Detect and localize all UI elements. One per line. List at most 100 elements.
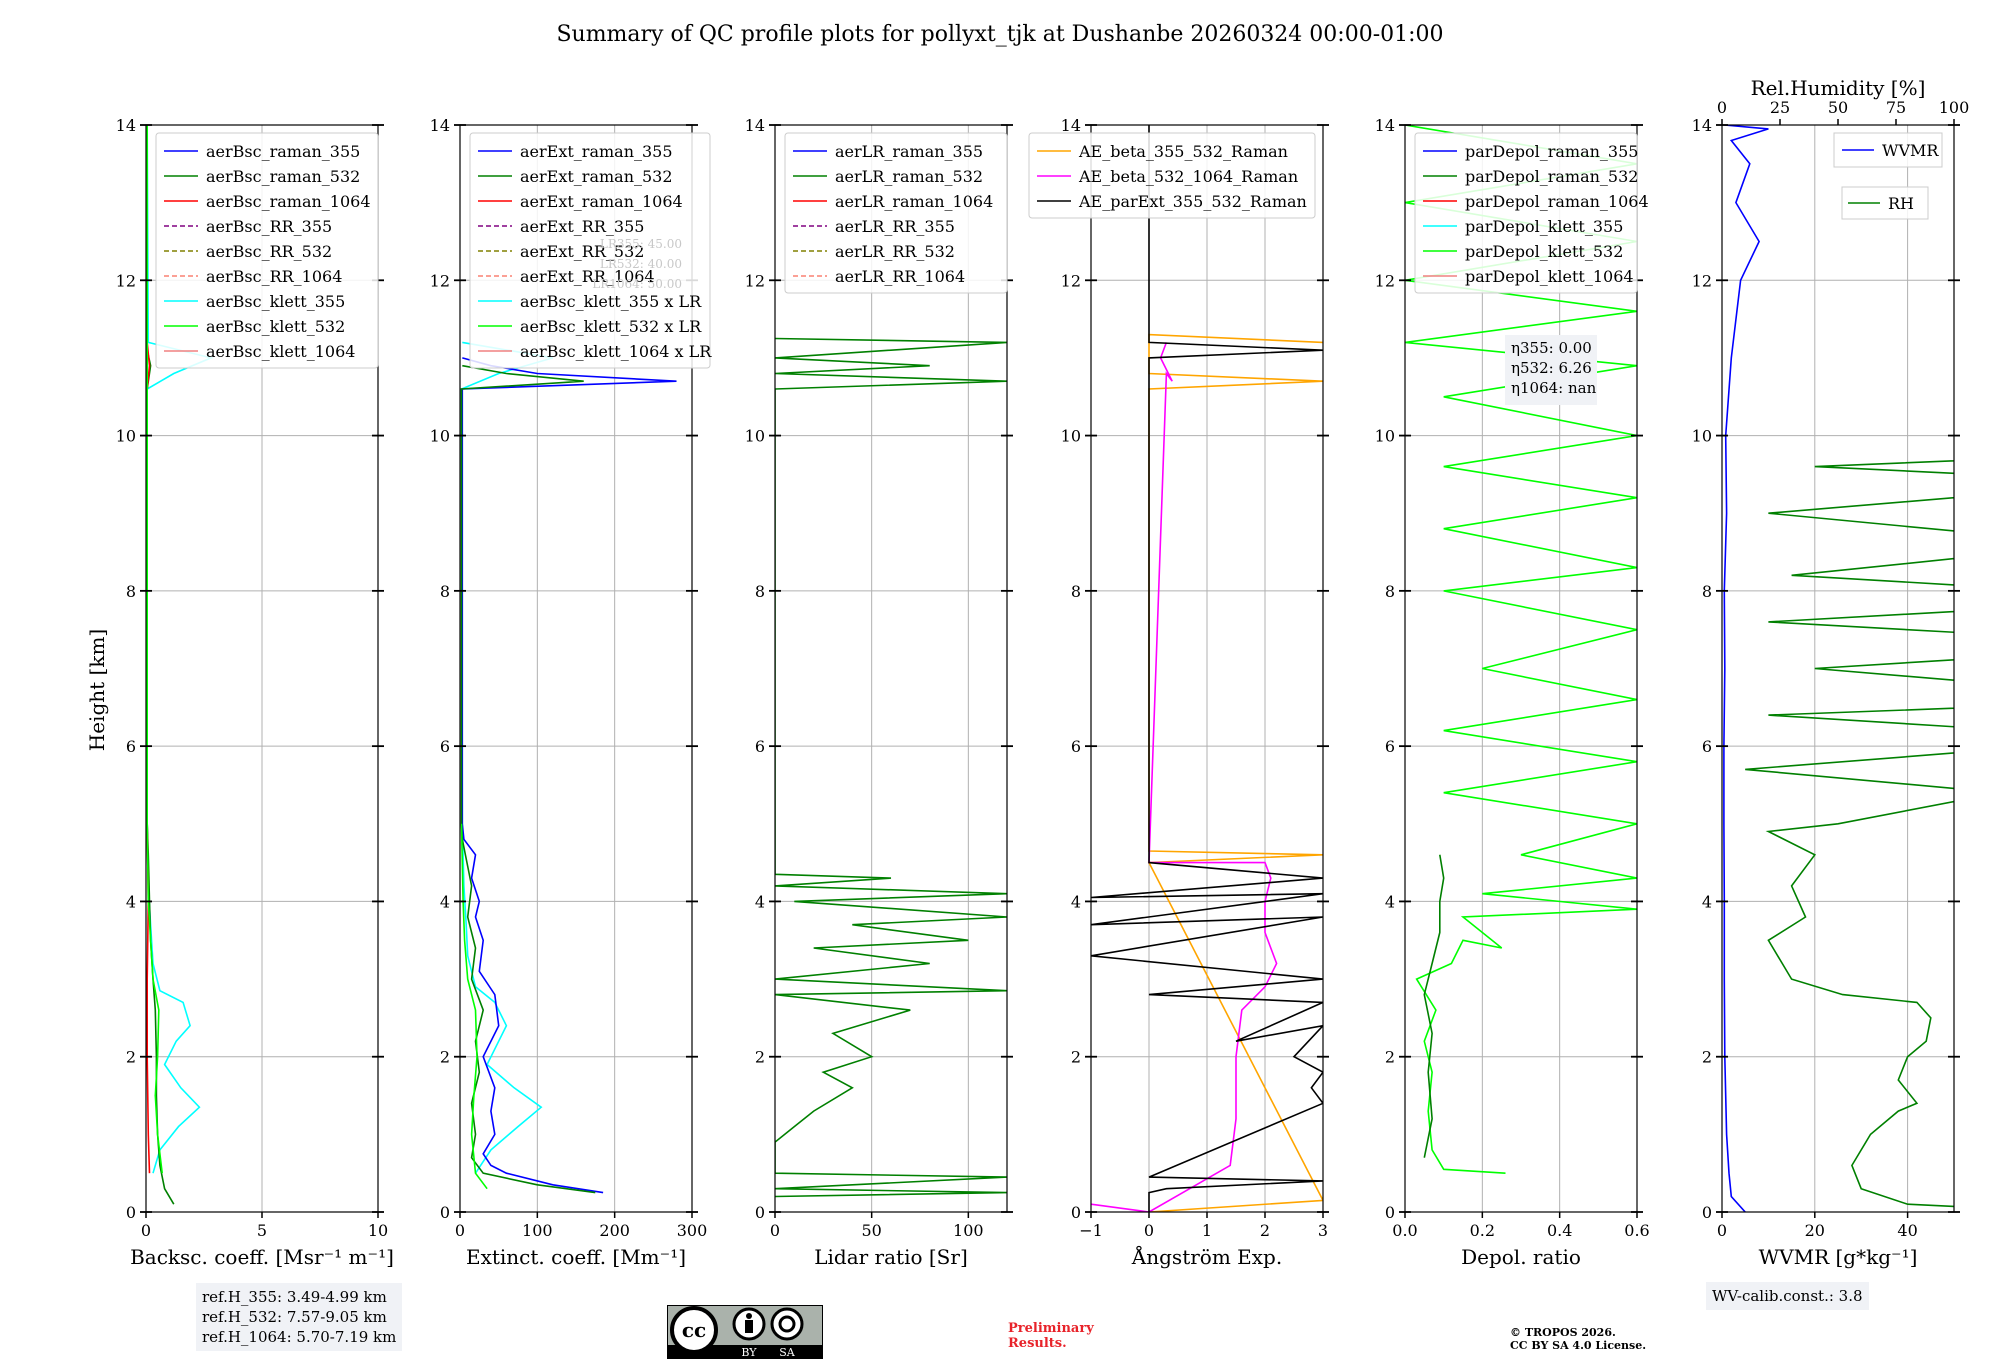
top-x-axis-label: Rel.Humidity [%] bbox=[1751, 76, 1926, 100]
x-tick-label: 0 bbox=[1717, 1221, 1727, 1240]
ref-height-532: ref.H_532: 7.57-9.05 km bbox=[202, 1308, 387, 1326]
x-tick-label: 0.4 bbox=[1547, 1221, 1572, 1240]
legend-entry: aerBsc_klett_1064 bbox=[206, 342, 355, 361]
cc-sa-label: SA bbox=[779, 1346, 796, 1359]
legend-entry: aerBsc_RR_1064 bbox=[206, 267, 342, 286]
x-axis-label: Ångström Exp. bbox=[1131, 1244, 1282, 1269]
cc-license-badge: cc BY SA bbox=[667, 1305, 823, 1359]
series-line-aerBsc_klett_355 bbox=[146, 125, 214, 1174]
y-tick-label: 12 bbox=[1375, 271, 1395, 290]
legend: aerBsc_raman_355 aerBsc_raman_532 aerBsc_r… bbox=[155, 132, 379, 369]
series-line-aerBsc_klett_532 bbox=[146, 125, 163, 1174]
top-x-tick-label: 50 bbox=[1828, 98, 1848, 117]
y-tick-label: 2 bbox=[1385, 1048, 1395, 1067]
x-tick-label: 20 bbox=[1805, 1221, 1825, 1240]
y-tick-label: 6 bbox=[755, 737, 765, 756]
legend-entry: parDepol_klett_532 bbox=[1465, 242, 1623, 261]
legend-entry: aerBsc_raman_355 bbox=[206, 142, 360, 161]
legend-box bbox=[784, 132, 1008, 294]
x-tick-label: 3 bbox=[1318, 1221, 1328, 1240]
legend-entry: aerLR_raman_1064 bbox=[835, 192, 993, 211]
cc-icon bbox=[670, 1306, 718, 1354]
lr-note: LR355: 45.00 bbox=[600, 237, 682, 251]
y-tick-label: 4 bbox=[440, 892, 450, 911]
lr-note: LR532: 40.00 bbox=[600, 257, 682, 271]
legend-box bbox=[1414, 132, 1638, 294]
x-tick-label: 0.0 bbox=[1392, 1221, 1417, 1240]
legend-entry: aerBsc_RR_355 bbox=[206, 217, 332, 236]
y-tick-label: 8 bbox=[1071, 582, 1081, 601]
y-tick-label: 6 bbox=[1071, 737, 1081, 756]
legend-entry: aerExt_RR_1064 bbox=[520, 267, 655, 286]
x-tick-label: 0 bbox=[1144, 1221, 1154, 1240]
legend-box bbox=[469, 132, 711, 369]
x-tick-label: 0 bbox=[455, 1221, 465, 1240]
cc-by-label: BY bbox=[741, 1346, 757, 1359]
legend-entry: aerExt_raman_1064 bbox=[520, 192, 683, 211]
legend: AE_beta_355_532_Raman AE_beta_532_1064_Ra… bbox=[1028, 132, 1316, 219]
legend-entry: aerBsc_klett_1064 x LR bbox=[520, 342, 712, 361]
y-axis-label: Height [km] bbox=[85, 629, 109, 751]
legend-box bbox=[155, 132, 379, 369]
y-tick-label: 4 bbox=[755, 892, 765, 911]
axes-frame bbox=[1404, 124, 1638, 1213]
x-tick-label: 1 bbox=[1202, 1221, 1212, 1240]
legend-entry: aerLR_raman_355 bbox=[835, 142, 983, 161]
x-tick-label: 0.2 bbox=[1470, 1221, 1495, 1240]
figure-title: Summary of QC profile plots for pollyxt_… bbox=[556, 22, 1444, 47]
series-line-aerBsc_klett_355 x LR bbox=[460, 341, 554, 1174]
legend-entry: aerExt_raman_532 bbox=[520, 167, 673, 186]
y-tick-label: 8 bbox=[126, 582, 136, 601]
x-tick-label: 300 bbox=[677, 1221, 708, 1240]
y-tick-label: 0 bbox=[755, 1203, 765, 1222]
legend: RH bbox=[1841, 186, 1929, 220]
legend-entry: aerBsc_RR_532 bbox=[206, 242, 332, 261]
legend: aerLR_raman_355 aerLR_raman_532 aerLR_rama… bbox=[784, 132, 1008, 294]
x-axis-label: Lidar ratio [Sr] bbox=[814, 1245, 968, 1269]
ref-height-1064: ref.H_1064: 5.70-7.19 km bbox=[202, 1328, 397, 1346]
y-tick-label: 10 bbox=[745, 427, 765, 446]
y-tick-label: 2 bbox=[126, 1048, 136, 1067]
y-tick-label: 10 bbox=[116, 427, 136, 446]
legend: aerExt_raman_355 aerExt_raman_532 aerExt_r… bbox=[469, 132, 712, 369]
eta-entry: η355: 0.00 bbox=[1511, 339, 1592, 357]
y-tick-label: 14 bbox=[430, 116, 450, 135]
legend-entry: aerLR_RR_532 bbox=[835, 242, 955, 261]
legend-entry: parDepol_raman_355 bbox=[1465, 142, 1638, 161]
y-tick-label: 12 bbox=[1692, 271, 1712, 290]
preliminary-line-2: Results. bbox=[1008, 1336, 1067, 1351]
axes-frame bbox=[1721, 124, 1955, 1213]
series-line-aerExt_raman_355 bbox=[461, 357, 677, 1194]
series-line-RH bbox=[1745, 459, 1954, 1208]
eta-entry: η1064: nan bbox=[1511, 379, 1597, 397]
wv-calibration-box: WV-calib.const.: 3.8 bbox=[1706, 1282, 1869, 1310]
series-line-aerLR_raman_532 bbox=[775, 337, 1007, 1198]
axes-frame bbox=[774, 124, 1008, 1213]
y-tick-label: 14 bbox=[1692, 116, 1712, 135]
x-tick-label: 100 bbox=[522, 1221, 553, 1240]
y-tick-label: 0 bbox=[1702, 1203, 1712, 1222]
x-axis-label: WVMR [g*kg⁻¹] bbox=[1759, 1245, 1918, 1269]
y-tick-label: 8 bbox=[1702, 582, 1712, 601]
reference-height-box: ref.H_355: 3.49-4.99 km ref.H_532: 7.57-… bbox=[196, 1283, 403, 1351]
legend: WVMR bbox=[1833, 132, 1943, 168]
x-tick-label: 10 bbox=[368, 1221, 388, 1240]
top-x-tick-label: 25 bbox=[1770, 98, 1790, 117]
y-tick-label: 4 bbox=[1702, 892, 1712, 911]
legend-entry: parDepol_klett_1064 bbox=[1465, 267, 1634, 286]
series-line-AE_beta_532_1064_Raman bbox=[1091, 342, 1278, 1212]
eta-box: η355: 0.00 η532: 6.26 η1064: nan bbox=[1505, 335, 1597, 405]
y-tick-label: 8 bbox=[1385, 582, 1395, 601]
y-tick-label: 4 bbox=[1071, 892, 1081, 911]
series-group bbox=[1723, 125, 1954, 1212]
x-tick-label: 0 bbox=[141, 1221, 151, 1240]
y-tick-label: 12 bbox=[116, 271, 136, 290]
y-tick-label: 2 bbox=[755, 1048, 765, 1067]
x-tick-label: 50 bbox=[861, 1221, 881, 1240]
panel-ext: 0 2 4 6 8 10 12 14 0 100 200 300 Extinct. coeff. [Mm… bbox=[430, 116, 713, 1269]
y-tick-label: 8 bbox=[440, 582, 450, 601]
y-tick-label: 6 bbox=[1702, 737, 1712, 756]
copyright-line-1: © TROPOS 2026. bbox=[1510, 1326, 1616, 1339]
